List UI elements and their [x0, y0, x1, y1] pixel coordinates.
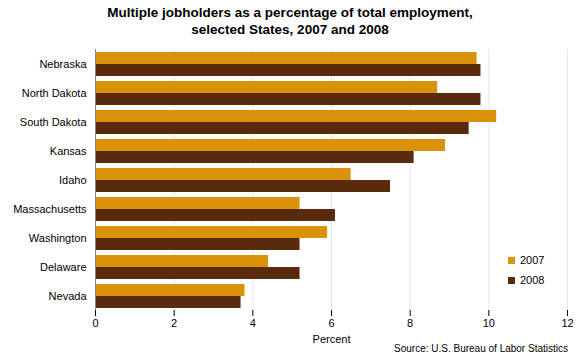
- html-text:2007: 2007: [520, 254, 545, 266]
- svg-text:6: 6: [328, 317, 334, 329]
- svg-text:10: 10: [483, 317, 495, 329]
- svg-text:Delaware: Delaware: [40, 261, 86, 273]
- svg-text:2: 2: [171, 317, 177, 329]
- svg-text:North Dakota: North Dakota: [22, 87, 88, 99]
- html-text:Source: U.S. Bureau of Labor S: Source: U.S. Bureau of Labor Statistics: [394, 343, 568, 354]
- svg-text:Kansas: Kansas: [50, 145, 87, 157]
- svg-text:South Dakota: South Dakota: [20, 116, 88, 128]
- svg-text:Nevada: Nevada: [49, 290, 88, 302]
- svg-text:Washington: Washington: [29, 232, 87, 244]
- svg-text:Idaho: Idaho: [59, 174, 87, 186]
- svg-text:12: 12: [561, 317, 573, 329]
- svg-text:Nebraska: Nebraska: [39, 58, 87, 70]
- svg-text:8: 8: [407, 317, 413, 329]
- svg-text:0: 0: [92, 317, 98, 329]
- svg-text:Percent: Percent: [313, 333, 351, 345]
- svg-text:Massachusetts: Massachusetts: [13, 203, 87, 215]
- html-text:2008: 2008: [520, 274, 545, 286]
- html-text:Multiple jobholders as a perce: Multiple jobholders as a percentage of t…: [107, 5, 473, 37]
- svg-text:4: 4: [250, 317, 256, 329]
